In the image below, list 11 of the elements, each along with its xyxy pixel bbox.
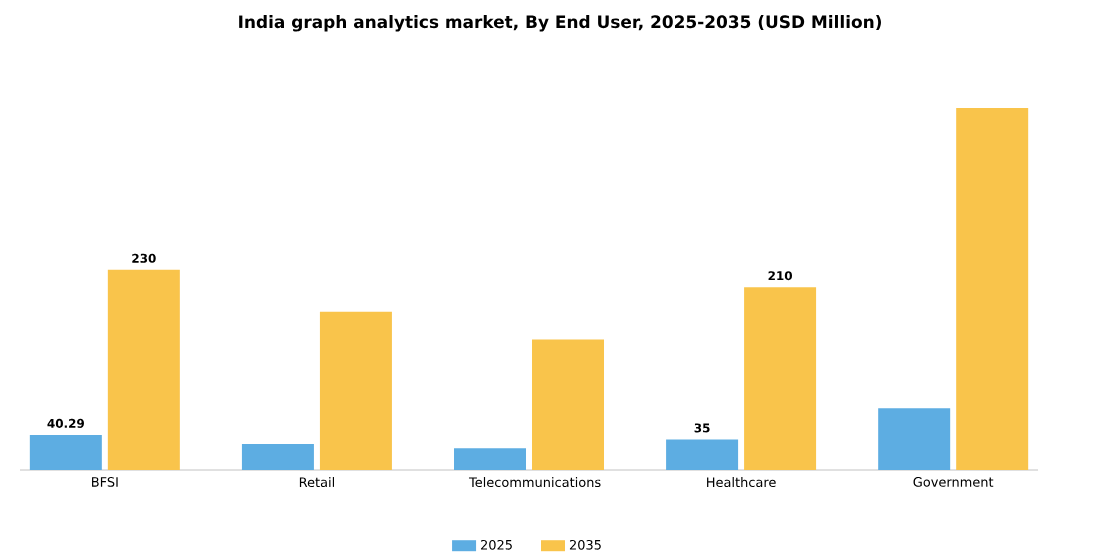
bar: [956, 108, 1029, 470]
bar: [107, 269, 180, 470]
bar: [666, 439, 739, 470]
bar: [454, 448, 527, 470]
chart-title: India graph analytics market, By End User, 2025-2035 (USD Million): [239, 15, 881, 32]
bar: [878, 408, 951, 470]
bar: [319, 311, 392, 470]
bar: [744, 287, 817, 470]
bar: [241, 443, 314, 470]
bar: [532, 339, 605, 470]
bar: [29, 434, 102, 470]
